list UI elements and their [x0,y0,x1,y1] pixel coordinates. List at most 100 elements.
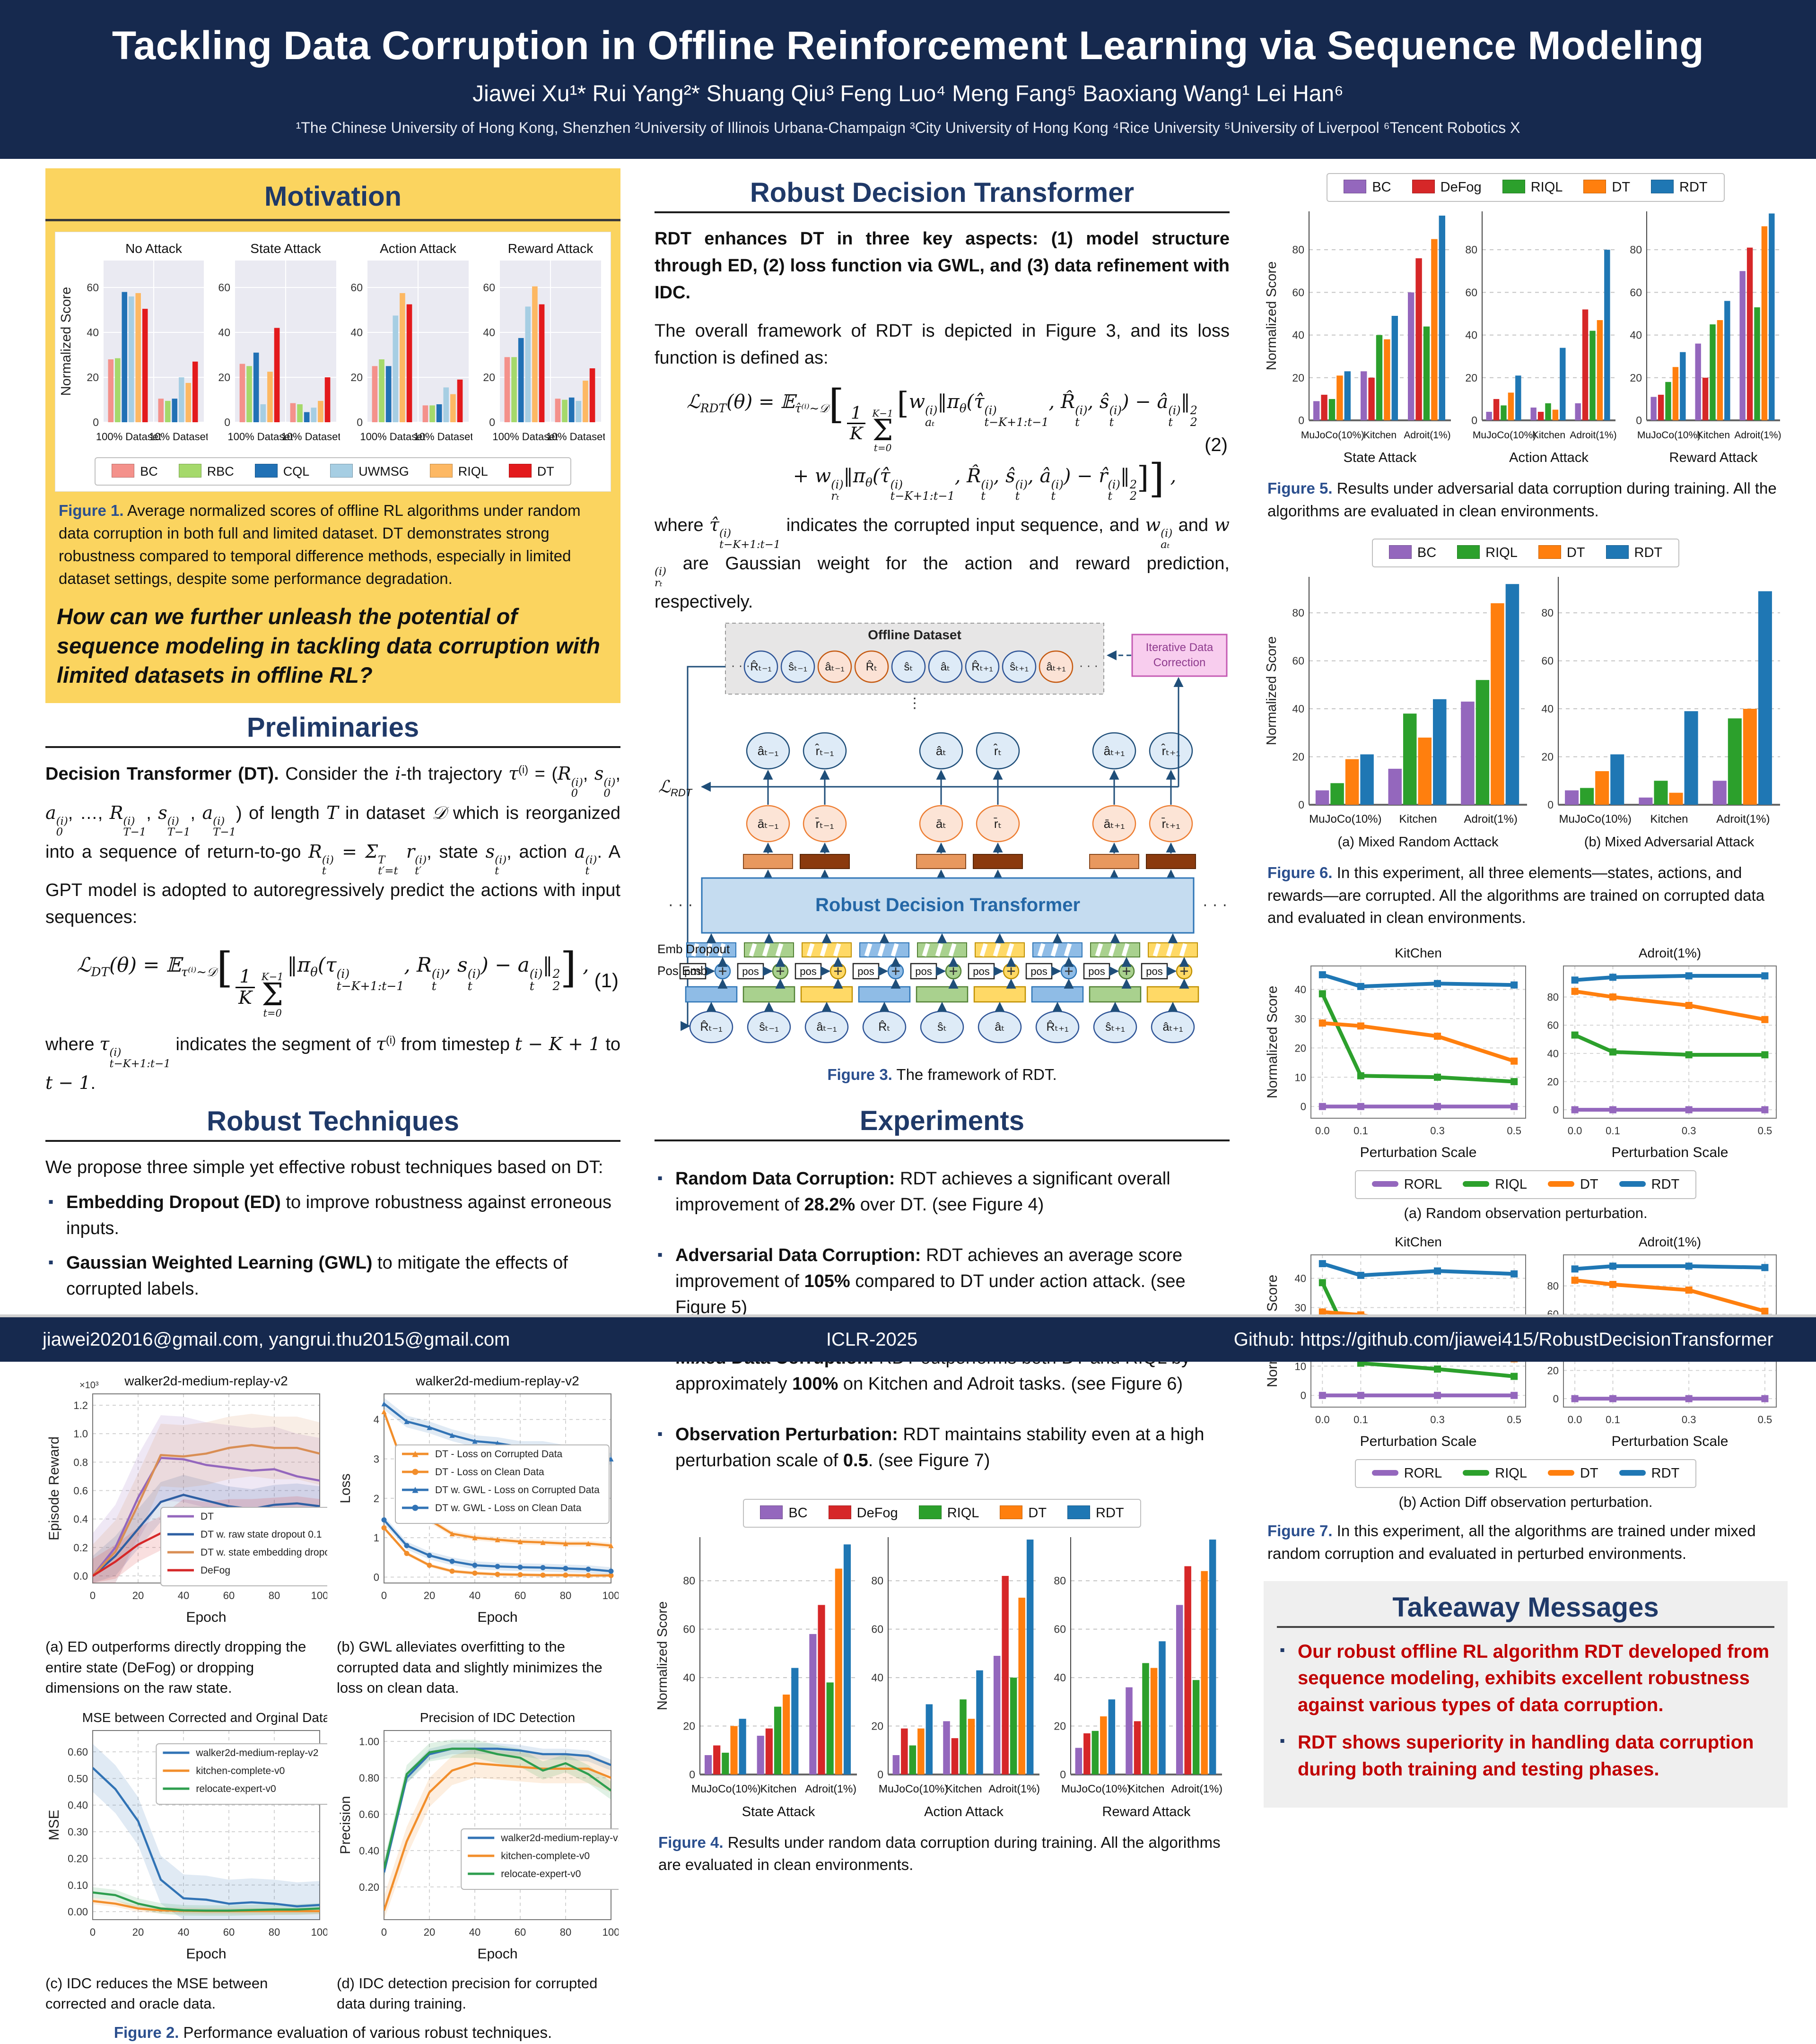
experiments-title: Experiments [859,1105,1025,1136]
svg-text:(a) Mixed Random Acttack: (a) Mixed Random Acttack [1337,835,1499,850]
svg-text:DeFog: DeFog [201,1565,230,1576]
svg-text:10: 10 [1295,1360,1306,1372]
svg-text:walker2d-medium-replay-v2: walker2d-medium-replay-v2 [124,1374,288,1388]
svg-text:20: 20 [87,371,99,383]
figure2b-caption: (b) GWL alleviates overfitting to the co… [337,1638,602,1696]
svg-text:0.8: 0.8 [73,1457,88,1469]
github-link[interactable]: Github: https://github.com/jiawei415/Rob… [1233,1329,1773,1350]
svg-text:Epoch: Epoch [477,1609,517,1625]
svg-text:80: 80 [1292,607,1304,619]
svg-text:60: 60 [1292,654,1304,667]
svg-text:40: 40 [178,1926,189,1938]
svg-text:0: 0 [1301,1101,1306,1113]
legend-swatch [1388,545,1412,559]
svg-text:100: 100 [311,1590,327,1601]
svg-text:âₜ₋₁: âₜ₋₁ [825,661,844,673]
authors-line: Jiawei Xu¹* Rui Yang²* Shuang Qiu³ Feng … [472,81,1344,106]
svg-text:0.5: 0.5 [1758,1414,1772,1426]
svg-text:60: 60 [683,1623,695,1635]
svg-text:âₜ₊₁: âₜ₊₁ [1046,661,1065,673]
svg-text:MuJoCo(10%): MuJoCo(10%) [1473,430,1536,441]
svg-text:Adroit(1%): Adroit(1%) [1464,813,1517,826]
legend-swatch [1547,1181,1574,1187]
svg-text:Perturbation Scale: Perturbation Scale [1612,1145,1729,1160]
svg-text:0: 0 [224,416,230,428]
svg-text:0.30: 0.30 [68,1826,88,1838]
svg-text:relocate-expert-v0: relocate-expert-v0 [196,1783,276,1794]
svg-text:20: 20 [683,1720,695,1732]
svg-text:10% Dataset: 10% Dataset [546,431,605,443]
svg-text:pos: pos [800,965,816,977]
legend-swatch [1463,1470,1490,1476]
svg-text:pos: pos [973,965,989,977]
svg-text:1.2: 1.2 [73,1400,88,1411]
legend-item-dt: DT [1547,1466,1598,1481]
svg-text:Reward Attack: Reward Attack [1102,1804,1191,1819]
legend-swatch [1619,1470,1646,1476]
svg-text:0: 0 [93,416,99,428]
svg-text:walker2d-medium-replay-v2: walker2d-medium-replay-v2 [195,1748,318,1758]
svg-text:Precision: Precision [338,1796,353,1854]
figure5-panel: BC DeFog RIQL DT RDT 0 20 40 60 80 MuJoCo(10%) Kit… [1264,173,1788,522]
legend-swatch [1651,180,1674,193]
svg-text:40: 40 [218,326,230,339]
svg-text:Loss: Loss [338,1474,353,1504]
svg-text:Kitchen: Kitchen [1363,430,1397,441]
poster-footer: jiawei202016@gmail.com, yangrui.thu2015@… [0,1314,1816,1362]
svg-text:āₜ₊₁: āₜ₊₁ [1104,817,1125,831]
svg-text:20: 20 [132,1926,144,1938]
svg-text:80: 80 [1465,244,1477,256]
legend-swatch [760,1505,783,1519]
svg-text:60: 60 [87,281,99,294]
legend-swatch [429,464,453,478]
svg-text:Normalized Score: Normalized Score [655,1601,670,1710]
svg-text:0.1: 0.1 [1353,1125,1368,1137]
svg-text:0: 0 [877,1768,883,1781]
svg-text:⋮: ⋮ [908,696,922,711]
svg-text:80: 80 [560,1926,571,1938]
svg-text:MuJoCo(10%): MuJoCo(10%) [1301,430,1364,441]
rdt-intro: RDT enhances DT in three key aspects: (1… [655,229,1230,303]
svg-text:Adroit(1%): Adroit(1%) [1171,1783,1222,1795]
svg-text:0.1: 0.1 [1353,1414,1368,1426]
svg-text:20: 20 [1547,1076,1559,1088]
svg-text:MuJoCo(10%): MuJoCo(10%) [1559,813,1631,826]
legend-item-defog: DeFog [828,1505,898,1521]
svg-text:DT: DT [201,1511,214,1522]
legend-item-riql: RIQL [1457,545,1518,561]
svg-text:0.80: 0.80 [359,1772,379,1784]
svg-text:State Attack: State Attack [742,1804,815,1819]
svg-text:âₜ: âₜ [941,661,950,673]
svg-text:30: 30 [1295,1302,1306,1313]
contact-emails[interactable]: jiawei202016@gmail.com, yangrui.thu2015@… [43,1329,510,1350]
svg-text:MuJoCo(10%): MuJoCo(10%) [1309,813,1381,826]
svg-text:0.20: 0.20 [68,1853,88,1864]
svg-text:State Attack: State Attack [1344,450,1417,465]
legend-item-rdt: RDT [1067,1505,1124,1521]
legend-swatch [1463,1181,1490,1187]
svg-text:80: 80 [560,1590,571,1601]
svg-text:0.3: 0.3 [1682,1414,1696,1426]
svg-text:1: 1 [374,1532,379,1544]
svg-text:0.40: 0.40 [359,1844,379,1856]
equation-2-number: (2) [1205,434,1228,455]
svg-text:DT - Loss on Corrupted Data: DT - Loss on Corrupted Data [435,1449,563,1460]
legend-swatch [1502,180,1525,193]
figure3-framework: Offline Dataset R̂ₜ₋₁ ŝₜ₋₁ âₜ₋₁ R̂ₜ ŝₜ âₜ R̂ₜ₊₁… [655,620,1230,1086]
svg-text:20: 20 [1292,372,1304,384]
svg-text:pos: pos [1146,965,1162,977]
svg-text:0.5: 0.5 [1758,1125,1772,1137]
figure4-state-attack-chart: 0 20 40 60 80 MuJoCo(10%)Kitchen Adroit(1%) Sta… [655,1537,857,1819]
svg-text:DT w. GWL - Loss on Corrupted: DT w. GWL - Loss on Corrupted Data [435,1485,600,1496]
rdt-framework-diagram: Offline Dataset R̂ₜ₋₁ ŝₜ₋₁ âₜ₋₁ R̂ₜ ŝₜ âₜ R̂ₜ₊₁… [657,622,1228,1044]
svg-text:Reward Attack: Reward Attack [508,241,594,256]
figure2b-gwl-chart: 0 20 40 60 80 100 0 1 2 3 4 walker2d-medium-replay-… [338,1374,620,1625]
legend-swatch [1606,545,1629,559]
svg-text:0: 0 [381,1926,387,1938]
legend-item-defog: DeFog [1412,180,1482,195]
svg-text:MuJoCo(10%): MuJoCo(10%) [691,1783,761,1795]
svg-text:Action Attack: Action Attack [924,1804,1004,1819]
svg-text:80: 80 [1547,1280,1559,1292]
